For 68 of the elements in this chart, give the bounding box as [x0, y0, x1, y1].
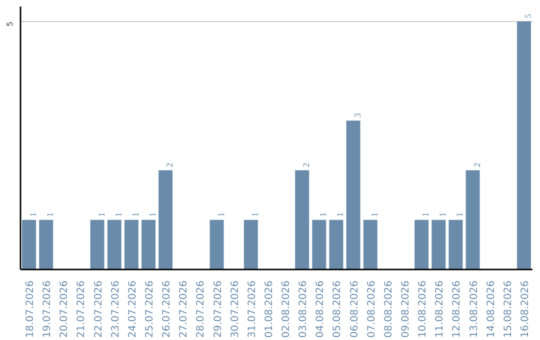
bar — [432, 220, 446, 270]
x-tick-label: 25.07.2026 — [144, 280, 156, 338]
bar — [346, 120, 360, 270]
data-label: 1 — [454, 212, 465, 217]
x-tick-label: 09.08.2026 — [400, 280, 412, 338]
x-tick-label: 03.08.2026 — [298, 280, 310, 338]
x-tick-label: 31.07.2026 — [246, 280, 258, 338]
bar — [124, 220, 138, 270]
data-label: 1 — [438, 212, 448, 217]
data-label: 1 — [113, 212, 124, 217]
x-tick-label: 01.08.2026 — [264, 280, 275, 338]
bar — [414, 220, 429, 270]
data-label: 1 — [250, 212, 260, 217]
x-tick-label: 27.07.2026 — [178, 280, 190, 338]
x-tick-label: 28.07.2026 — [196, 280, 207, 338]
data-label: 1 — [335, 212, 346, 217]
bar — [312, 220, 326, 270]
bar — [295, 170, 310, 270]
data-label: 1 — [369, 212, 380, 217]
x-tick-label: 04.08.2026 — [315, 280, 326, 338]
x-tick-label: 05.08.2026 — [332, 280, 344, 338]
x-tick-label: 08.08.2026 — [383, 280, 394, 338]
data-label: 1 — [216, 212, 226, 217]
data-label: 2 — [164, 162, 175, 168]
data-label: 1 — [96, 212, 106, 217]
bar — [516, 21, 531, 270]
x-tick-label: 14.08.2026 — [486, 280, 497, 338]
data-label: 1 — [148, 212, 158, 217]
x-tick-label: 13.08.2026 — [468, 280, 480, 338]
data-label: 3 — [352, 112, 362, 118]
data-label: 2 — [472, 162, 482, 168]
x-tick-label: 11.08.2026 — [434, 280, 446, 338]
data-label: 5 — [522, 13, 533, 18]
x-tick-label: 02.08.2026 — [281, 280, 292, 338]
bar — [466, 170, 480, 270]
bar — [22, 220, 36, 270]
x-tick-label: 16.08.2026 — [520, 280, 531, 338]
x-tick-label: 07.08.2026 — [366, 280, 378, 338]
bar — [363, 220, 378, 270]
x-tick-label: 18.07.2026 — [25, 280, 36, 338]
x-tick-label: 29.07.2026 — [212, 280, 224, 338]
bar — [90, 220, 104, 270]
x-tick-label: 30.07.2026 — [230, 280, 241, 338]
x-tick-label: 23.07.2026 — [110, 280, 122, 338]
data-label: 1 — [318, 212, 328, 217]
x-tick-label: 12.08.2026 — [452, 280, 463, 338]
data-label: 2 — [301, 162, 312, 168]
bar — [158, 170, 173, 270]
x-tick-label: 20.07.2026 — [59, 280, 70, 338]
data-label: 1 — [420, 212, 431, 217]
bar — [107, 220, 122, 270]
data-label: 1 — [130, 212, 140, 217]
bar — [244, 220, 258, 270]
data-label: 1 — [28, 212, 38, 217]
bar — [210, 220, 224, 270]
x-tick-label: 22.07.2026 — [93, 280, 104, 338]
x-tick-label: 26.07.2026 — [162, 280, 173, 338]
x-tick-label: 21.07.2026 — [76, 280, 88, 338]
bar — [329, 220, 344, 270]
bar — [448, 220, 463, 270]
bar — [39, 220, 54, 270]
x-tick-label: 24.07.2026 — [127, 280, 138, 338]
x-tick-label: 10.08.2026 — [418, 280, 429, 338]
x-tick-label: 15.08.2026 — [502, 280, 514, 338]
x-tick-label: 06.08.2026 — [349, 280, 360, 338]
data-label: 1 — [45, 212, 56, 217]
bar — [142, 220, 156, 270]
x-tick-label: 19.07.2026 — [42, 280, 54, 338]
